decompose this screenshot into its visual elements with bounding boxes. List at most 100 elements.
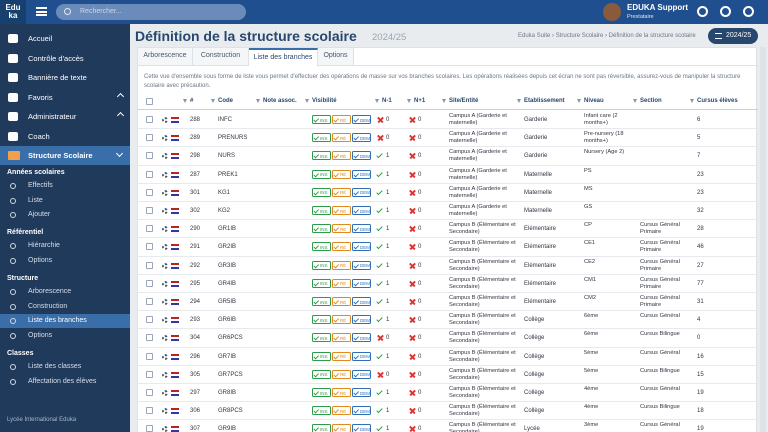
edit-icon[interactable] xyxy=(162,189,168,196)
visibility-badge[interactable]: INS xyxy=(312,206,331,215)
visibility-badge[interactable]: RÉ xyxy=(332,187,351,197)
visibility-badge[interactable]: RÉ xyxy=(332,169,351,179)
filter-icon[interactable] xyxy=(375,99,379,103)
visibility-badge[interactable]: INS xyxy=(312,424,331,432)
row-checkbox[interactable] xyxy=(146,370,153,378)
flag-icon[interactable] xyxy=(171,353,179,360)
row-checkbox[interactable] xyxy=(146,425,153,432)
submenu-item[interactable]: Arborescence xyxy=(0,285,130,299)
edit-icon[interactable] xyxy=(162,262,168,269)
visibility-badge[interactable]: DEM xyxy=(352,224,371,234)
filter-icon[interactable] xyxy=(211,99,215,103)
edit-icon[interactable] xyxy=(162,117,168,123)
visibility-badge[interactable]: DEM xyxy=(352,206,371,215)
visibility-badge[interactable]: DEM xyxy=(352,406,371,416)
column-header[interactable]: Visibilité xyxy=(312,98,337,104)
row-checkbox[interactable] xyxy=(146,207,153,214)
visibility-badge[interactable]: INS xyxy=(312,388,331,397)
visibility-badge[interactable]: INS xyxy=(312,369,331,379)
column-header[interactable]: Code xyxy=(218,98,233,104)
edit-icon[interactable] xyxy=(162,226,168,233)
visibility-badge[interactable]: DEM xyxy=(352,260,371,270)
flag-icon[interactable] xyxy=(171,226,179,233)
row-checkbox[interactable] xyxy=(146,298,153,305)
visibility-badge[interactable]: RÉ xyxy=(332,333,351,343)
flag-icon[interactable] xyxy=(171,189,179,196)
visibility-badge[interactable]: DEM xyxy=(352,115,371,124)
filter-icon[interactable] xyxy=(256,99,260,103)
logout-icon[interactable] xyxy=(743,6,754,17)
visibility-badge[interactable]: DEM xyxy=(352,133,371,143)
flag-icon[interactable] xyxy=(171,390,179,396)
visibility-badge[interactable]: DEM xyxy=(352,351,371,361)
row-checkbox[interactable] xyxy=(146,134,153,142)
edit-icon[interactable] xyxy=(162,317,168,324)
edit-icon[interactable] xyxy=(162,408,168,415)
visibility-badge[interactable]: INS xyxy=(312,406,331,416)
filter-icon[interactable] xyxy=(690,99,694,103)
submenu-item[interactable]: Liste des classes xyxy=(0,360,130,374)
column-header[interactable]: Niveau xyxy=(584,98,604,104)
visibility-badge[interactable]: INS xyxy=(312,242,331,252)
visibility-badge[interactable]: INS xyxy=(312,133,331,143)
flag-icon[interactable] xyxy=(171,408,179,415)
filter-icon[interactable] xyxy=(633,99,637,103)
tab[interactable]: Liste des branches xyxy=(249,48,318,66)
visibility-badge[interactable]: RÉ xyxy=(332,351,351,361)
visibility-badge[interactable]: DEM xyxy=(352,278,371,288)
edit-icon[interactable] xyxy=(162,280,168,287)
submenu-item[interactable]: Affectation des élèves xyxy=(0,375,130,389)
menu-toggle[interactable] xyxy=(36,7,47,16)
tab[interactable]: Options xyxy=(318,48,354,66)
visibility-badge[interactable]: RÉ xyxy=(332,297,351,306)
submenu-item[interactable]: Options xyxy=(0,329,130,343)
row-checkbox[interactable] xyxy=(146,261,153,269)
flag-icon[interactable] xyxy=(171,262,179,269)
submenu-item[interactable]: Liste des branches xyxy=(0,314,130,329)
row-checkbox[interactable] xyxy=(146,225,153,233)
column-header[interactable]: Section xyxy=(640,98,662,104)
menu-item[interactable]: Contrôle d'accès xyxy=(0,49,130,68)
column-header[interactable]: Site/Entité xyxy=(449,98,479,104)
column-header[interactable]: Etablissement xyxy=(524,98,565,104)
column-header[interactable]: N+1 xyxy=(414,98,426,104)
edit-icon[interactable] xyxy=(162,299,168,305)
visibility-badge[interactable]: RÉ xyxy=(332,388,351,397)
year-button[interactable]: 2024/25 xyxy=(708,28,758,44)
visibility-badge[interactable]: RÉ xyxy=(332,206,351,215)
column-header[interactable]: N-1 xyxy=(382,98,392,104)
flag-icon[interactable] xyxy=(171,335,179,342)
filter-icon[interactable] xyxy=(305,99,309,103)
flag-icon[interactable] xyxy=(171,117,179,123)
edit-icon[interactable] xyxy=(162,244,168,251)
visibility-badge[interactable]: INS xyxy=(312,151,331,161)
edit-icon[interactable] xyxy=(162,153,168,160)
row-checkbox[interactable] xyxy=(146,279,153,287)
edit-icon[interactable] xyxy=(162,371,168,378)
flag-icon[interactable] xyxy=(171,135,179,142)
submenu-item[interactable]: Liste xyxy=(0,194,130,208)
flag-icon[interactable] xyxy=(171,426,179,432)
row-checkbox[interactable] xyxy=(146,116,153,123)
flag-icon[interactable] xyxy=(171,244,179,251)
visibility-badge[interactable]: DEM xyxy=(352,242,371,252)
visibility-badge[interactable]: RÉ xyxy=(332,224,351,234)
row-checkbox[interactable] xyxy=(146,407,153,415)
visibility-badge[interactable]: RÉ xyxy=(332,133,351,143)
menu-item[interactable]: Bannière de texte xyxy=(0,68,130,87)
row-checkbox[interactable] xyxy=(146,170,153,178)
visibility-badge[interactable]: DEM xyxy=(352,315,371,325)
edit-icon[interactable] xyxy=(162,353,168,360)
visibility-badge[interactable]: RÉ xyxy=(332,424,351,432)
visibility-badge[interactable]: RÉ xyxy=(332,151,351,161)
filter-icon[interactable] xyxy=(183,99,187,103)
row-checkbox[interactable] xyxy=(146,188,153,196)
visibility-badge[interactable]: INS xyxy=(312,115,331,124)
flag-icon[interactable] xyxy=(171,371,179,378)
visibility-badge[interactable]: INS xyxy=(312,351,331,361)
submenu-item[interactable]: Construction xyxy=(0,300,130,314)
visibility-badge[interactable]: RÉ xyxy=(332,315,351,325)
edit-icon[interactable] xyxy=(162,135,168,142)
flag-icon[interactable] xyxy=(171,280,179,287)
visibility-badge[interactable]: RÉ xyxy=(332,242,351,252)
